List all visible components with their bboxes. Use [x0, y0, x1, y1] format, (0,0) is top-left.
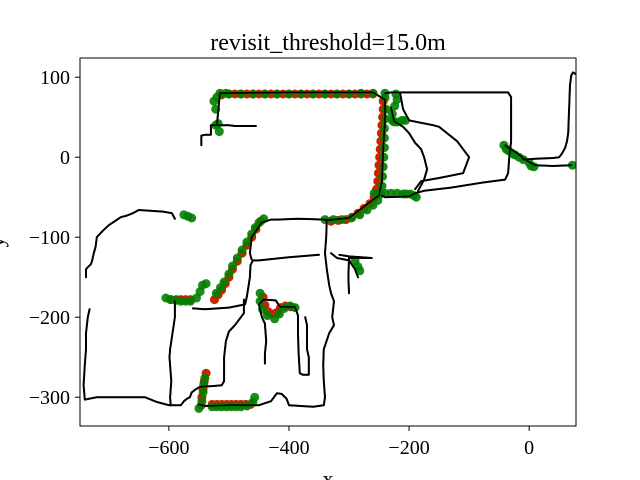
trajectory-overlay-8 — [192, 254, 320, 311]
plot-data-layer — [82, 71, 576, 413]
match-point-3-11 — [211, 288, 221, 298]
x-tick-label-0: −600 — [148, 437, 189, 459]
match-point-7-2 — [198, 387, 208, 397]
match-point-0-18 — [344, 89, 354, 99]
match-point-1-13 — [362, 205, 372, 215]
match-point-6-1 — [255, 296, 265, 306]
x-axis-label: x — [323, 466, 334, 480]
match-point-1-0 — [380, 93, 390, 103]
match-point-0-13 — [284, 89, 294, 99]
match-point-2-9 — [411, 192, 421, 202]
trajectory-overlay-6 — [504, 144, 573, 167]
match-point-3-8 — [224, 269, 234, 279]
match-point-1-15 — [346, 213, 356, 223]
match-point-4-2 — [187, 213, 197, 223]
trajectory-overlay-10 — [249, 218, 328, 261]
match-point-6-0 — [255, 288, 265, 298]
match-point-5-9 — [201, 279, 211, 289]
match-point-1-14 — [355, 210, 365, 220]
match-point-9-2 — [355, 266, 365, 276]
match-point-1-16 — [337, 215, 347, 225]
trajectory-overlay-15 — [168, 300, 176, 407]
match-point-3-7 — [228, 261, 237, 271]
match-point-6-3 — [262, 311, 272, 321]
trajectory-overlay-3 — [399, 92, 470, 190]
match-point-0-15 — [308, 89, 318, 99]
trajectory-overlay-2 — [381, 91, 512, 198]
trajectory-overlay-12 — [258, 298, 310, 376]
match-point-1-5 — [379, 143, 389, 153]
chart-title: revisit_threshold=15.0m — [210, 30, 446, 56]
match-point-1-1 — [381, 104, 391, 114]
match-point-0-17 — [332, 89, 342, 99]
match-point-0-11 — [260, 89, 270, 99]
y-tick-label-2: −100 — [29, 227, 70, 249]
axes-layer: −600 −400 −200 0 100 0 −100 −200 −300 — [29, 67, 534, 459]
y-axis-label: y — [0, 237, 9, 248]
trajectory-overlay-7 — [198, 218, 335, 408]
trajectory-overlay-9 — [338, 254, 373, 295]
match-point-0-8 — [224, 89, 234, 99]
x-tick-label-2: −200 — [388, 437, 429, 459]
x-tick-label-3: 0 — [524, 437, 534, 459]
match-point-0-12 — [272, 89, 282, 99]
match-point-3-4 — [242, 237, 252, 247]
match-point-3-5 — [237, 245, 247, 255]
match-point-0-14 — [296, 89, 306, 99]
y-tick-label-1: 0 — [60, 147, 70, 169]
trajectory-overlay-4 — [390, 106, 428, 192]
trajectory-overlay-1 — [216, 124, 257, 127]
trajectory-overlay-13 — [330, 252, 359, 279]
match-point-7-1 — [197, 396, 207, 406]
match-point-7-0 — [194, 403, 204, 413]
trajectory-overlay-0 — [200, 91, 386, 222]
match-point-8-9 — [250, 392, 260, 402]
match-point-3-6 — [232, 253, 242, 263]
y-tick-label-3: −200 — [29, 307, 70, 329]
trajectory-overlay-14 — [82, 298, 245, 407]
y-tick-label-0: 100 — [40, 67, 70, 89]
match-point-7-4 — [200, 373, 210, 383]
match-point-0-9 — [236, 89, 246, 99]
match-point-3-3 — [247, 229, 257, 239]
trajectory-overlay-11 — [85, 209, 176, 279]
y-tick-label-4: −300 — [29, 387, 70, 409]
match-point-0-10 — [248, 89, 258, 99]
x-tick-label-1: −400 — [268, 437, 309, 459]
plot-area — [82, 71, 576, 413]
trajectory-overlay-5 — [522, 71, 576, 161]
match-point-0-3 — [214, 127, 224, 137]
match-point-0-24 — [390, 101, 400, 111]
match-point-1-12 — [368, 200, 378, 210]
match-point-0-16 — [320, 89, 330, 99]
plot-frame — [79, 57, 577, 427]
match-point-1-6 — [379, 152, 389, 162]
